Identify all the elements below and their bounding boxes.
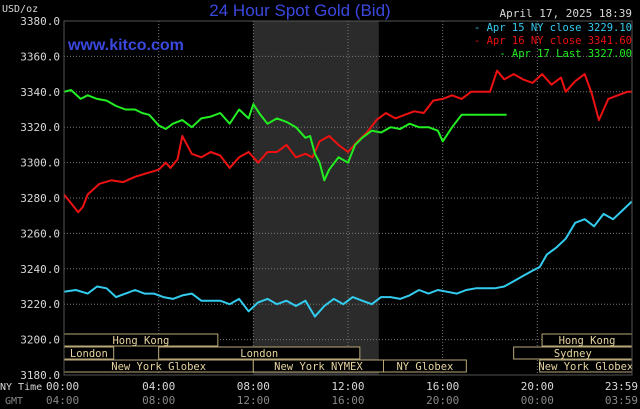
session-label: London bbox=[240, 348, 278, 360]
axes: 3380.0 3360.0 3340.0 3320.0 3300.0 3280.0 3260… bbox=[20, 15, 638, 407]
y-tick-label: 3300.0 bbox=[20, 157, 60, 170]
y-tick-label: 3320.0 bbox=[20, 121, 60, 134]
session-label: London bbox=[70, 348, 108, 360]
x-tick-label-gmt: 04:00 bbox=[46, 394, 79, 407]
kitco-watermark: www.kitco.com bbox=[67, 37, 184, 54]
plot-frame bbox=[63, 20, 633, 376]
session-label: New York Globex bbox=[111, 361, 206, 373]
session-label: Hong Kong bbox=[559, 335, 616, 347]
x-tick-label-ny: 00:00 bbox=[46, 380, 79, 393]
legend-entry: - Apr 16 NY close 3341.60 bbox=[474, 35, 632, 47]
y-tick-label: 3340.0 bbox=[20, 86, 60, 99]
legend-entry: - Apr 15 NY close 3229.10 bbox=[474, 22, 632, 34]
x-tick-label-ny: 08:00 bbox=[237, 380, 270, 393]
price-series bbox=[63, 69, 633, 318]
apr16-series-line bbox=[63, 69, 632, 214]
y-tick-label: 3180.0 bbox=[20, 369, 60, 382]
y-tick-label: 3200.0 bbox=[20, 334, 60, 347]
y-tick-label: 3380.0 bbox=[20, 15, 60, 28]
x-tick-label-gmt: 03:59 bbox=[605, 394, 638, 407]
session-box bbox=[383, 359, 467, 373]
x-tick-label-gmt: 16:00 bbox=[331, 394, 364, 407]
x-tick-label-ny: 04:00 bbox=[142, 380, 175, 393]
session-label: NY Globex bbox=[396, 361, 453, 373]
legend: - Apr 15 NY close 3229.10- Apr 16 NY clo… bbox=[474, 22, 632, 60]
x-tick-label-gmt: 08:00 bbox=[142, 394, 175, 407]
x-tick-label-gmt: 20:00 bbox=[426, 394, 459, 407]
session-label: Sydney bbox=[554, 348, 592, 360]
gmt-row-label: GMT bbox=[5, 396, 23, 407]
session-box bbox=[158, 346, 361, 360]
y-tick-label: 3220.0 bbox=[20, 298, 60, 311]
y-tick-label: 3360.0 bbox=[20, 50, 60, 63]
x-tick-label-ny: 20:00 bbox=[521, 380, 554, 393]
session-label: New York Globex bbox=[538, 361, 633, 373]
apr15-series-line bbox=[63, 200, 633, 318]
x-tick-label-gmt: 00:00 bbox=[521, 394, 554, 407]
x-tick-label-gmt: 12:00 bbox=[237, 394, 270, 407]
apr17-series-line bbox=[63, 89, 507, 182]
chart-title: 24 Hour Spot Gold (Bid) bbox=[209, 1, 390, 20]
x-tick-label-ny: 12:00 bbox=[331, 380, 364, 393]
timestamp: April 17, 2025 18:39 bbox=[500, 7, 632, 20]
legend-entry: - Apr 17 Last 3327.00 bbox=[499, 48, 632, 60]
x-tick-label-ny: 16:00 bbox=[426, 380, 459, 393]
session-label: New York NYMEX bbox=[274, 361, 363, 373]
y-tick-label: 3240.0 bbox=[20, 263, 60, 276]
x-tick-label-ny: 23:59 bbox=[605, 380, 638, 393]
ny-time-row-label: NY Time bbox=[0, 382, 42, 393]
y-tick-label: 3260.0 bbox=[20, 227, 60, 240]
y-axis-unit-label: USD/oz bbox=[2, 4, 38, 15]
y-tick-label: 3280.0 bbox=[20, 192, 60, 205]
session-label: Hong Kong bbox=[112, 335, 169, 347]
